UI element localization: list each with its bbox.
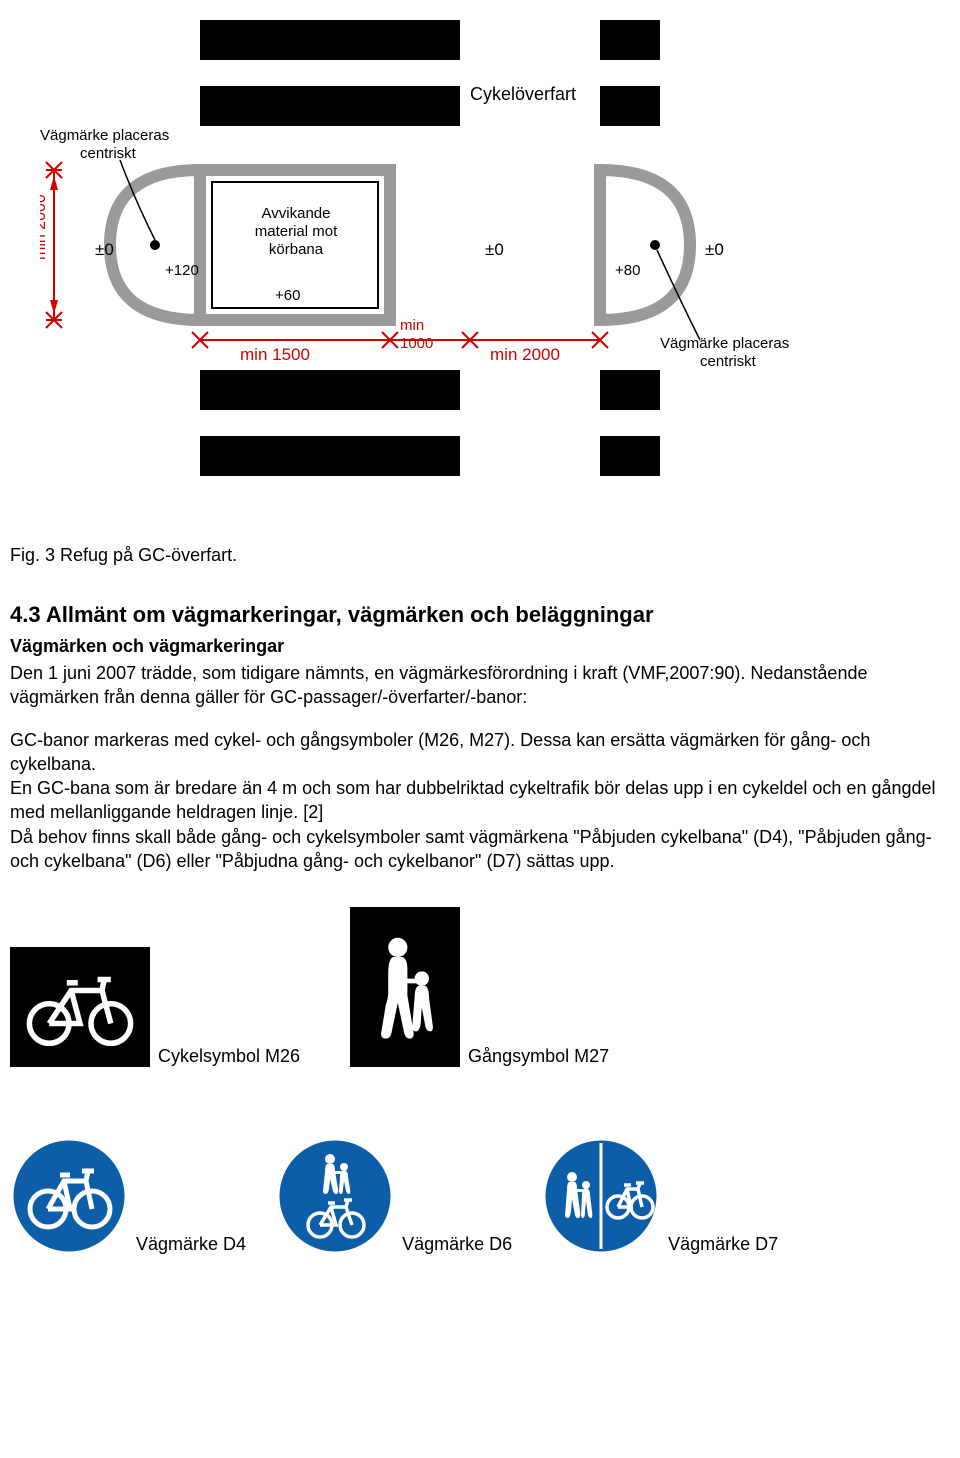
svg-text:material mot: material mot (255, 223, 338, 240)
walk-symbol-label: Gångsymbol M27 (468, 1046, 609, 1067)
svg-text:±0: ±0 (485, 240, 504, 259)
svg-text:min 1500: min 1500 (240, 345, 310, 364)
svg-text:min: min (400, 317, 424, 334)
svg-text:+60: +60 (275, 287, 300, 304)
sign-d6-label: Vägmärke D6 (402, 1234, 512, 1255)
sign-d7-icon (542, 1137, 660, 1255)
label-left-note-2: centriskt (80, 145, 137, 162)
label-right-note-1: Vägmärke placeras (660, 335, 789, 352)
symbol-row: Cykelsymbol M26 Gångsymbo (10, 907, 950, 1067)
sub-heading: Vägmärken och vägmarkeringar (10, 636, 950, 657)
label-cykeloverfart: Cykelöverfart (470, 84, 576, 104)
walk-symbol-tile (350, 907, 460, 1067)
cycle-symbol-label: Cykelsymbol M26 (158, 1046, 300, 1067)
section-heading: 4.3 Allmänt om vägmarkeringar, vägmärken… (10, 602, 950, 628)
bicycle-icon (25, 963, 135, 1051)
svg-text:+120: +120 (165, 262, 199, 279)
label-left-note-1: Vägmärke placeras (40, 127, 169, 144)
svg-text:Avvikande: Avvikande (262, 205, 331, 222)
cycle-symbol-tile (10, 947, 150, 1067)
svg-text:±0: ±0 (705, 240, 724, 259)
sign-d4-icon (10, 1137, 128, 1255)
svg-text:+80: +80 (615, 262, 640, 279)
sign-d6-icon (276, 1137, 394, 1255)
paragraph-1: Den 1 juni 2007 trädde, som tidigare näm… (10, 661, 950, 710)
paragraph-3: En GC-bana som är bredare än 4 m och som… (10, 776, 950, 825)
refuge-diagram: Cykelöverfart Vägmärke placeras centrisk… (40, 0, 920, 485)
label-min2000-vert: min 2000 (40, 194, 49, 260)
svg-text:1000: 1000 (400, 335, 433, 352)
pedestrian-icon (369, 932, 441, 1042)
figure-caption: Fig. 3 Refug på GC-överfart. (10, 545, 950, 566)
svg-text:±0: ±0 (95, 240, 114, 259)
paragraph-4: Då behov finns skall både gång- och cyke… (10, 825, 950, 874)
sign-d4-label: Vägmärke D4 (136, 1234, 246, 1255)
sign-d7-label: Vägmärke D7 (668, 1234, 778, 1255)
svg-text:min 2000: min 2000 (490, 345, 560, 364)
label-right-note-2: centriskt (700, 353, 757, 370)
sign-row: Vägmärke D4 (10, 1137, 950, 1255)
svg-text:körbana: körbana (269, 241, 324, 258)
paragraph-2: GC-banor markeras med cykel- och gångsym… (10, 728, 950, 777)
